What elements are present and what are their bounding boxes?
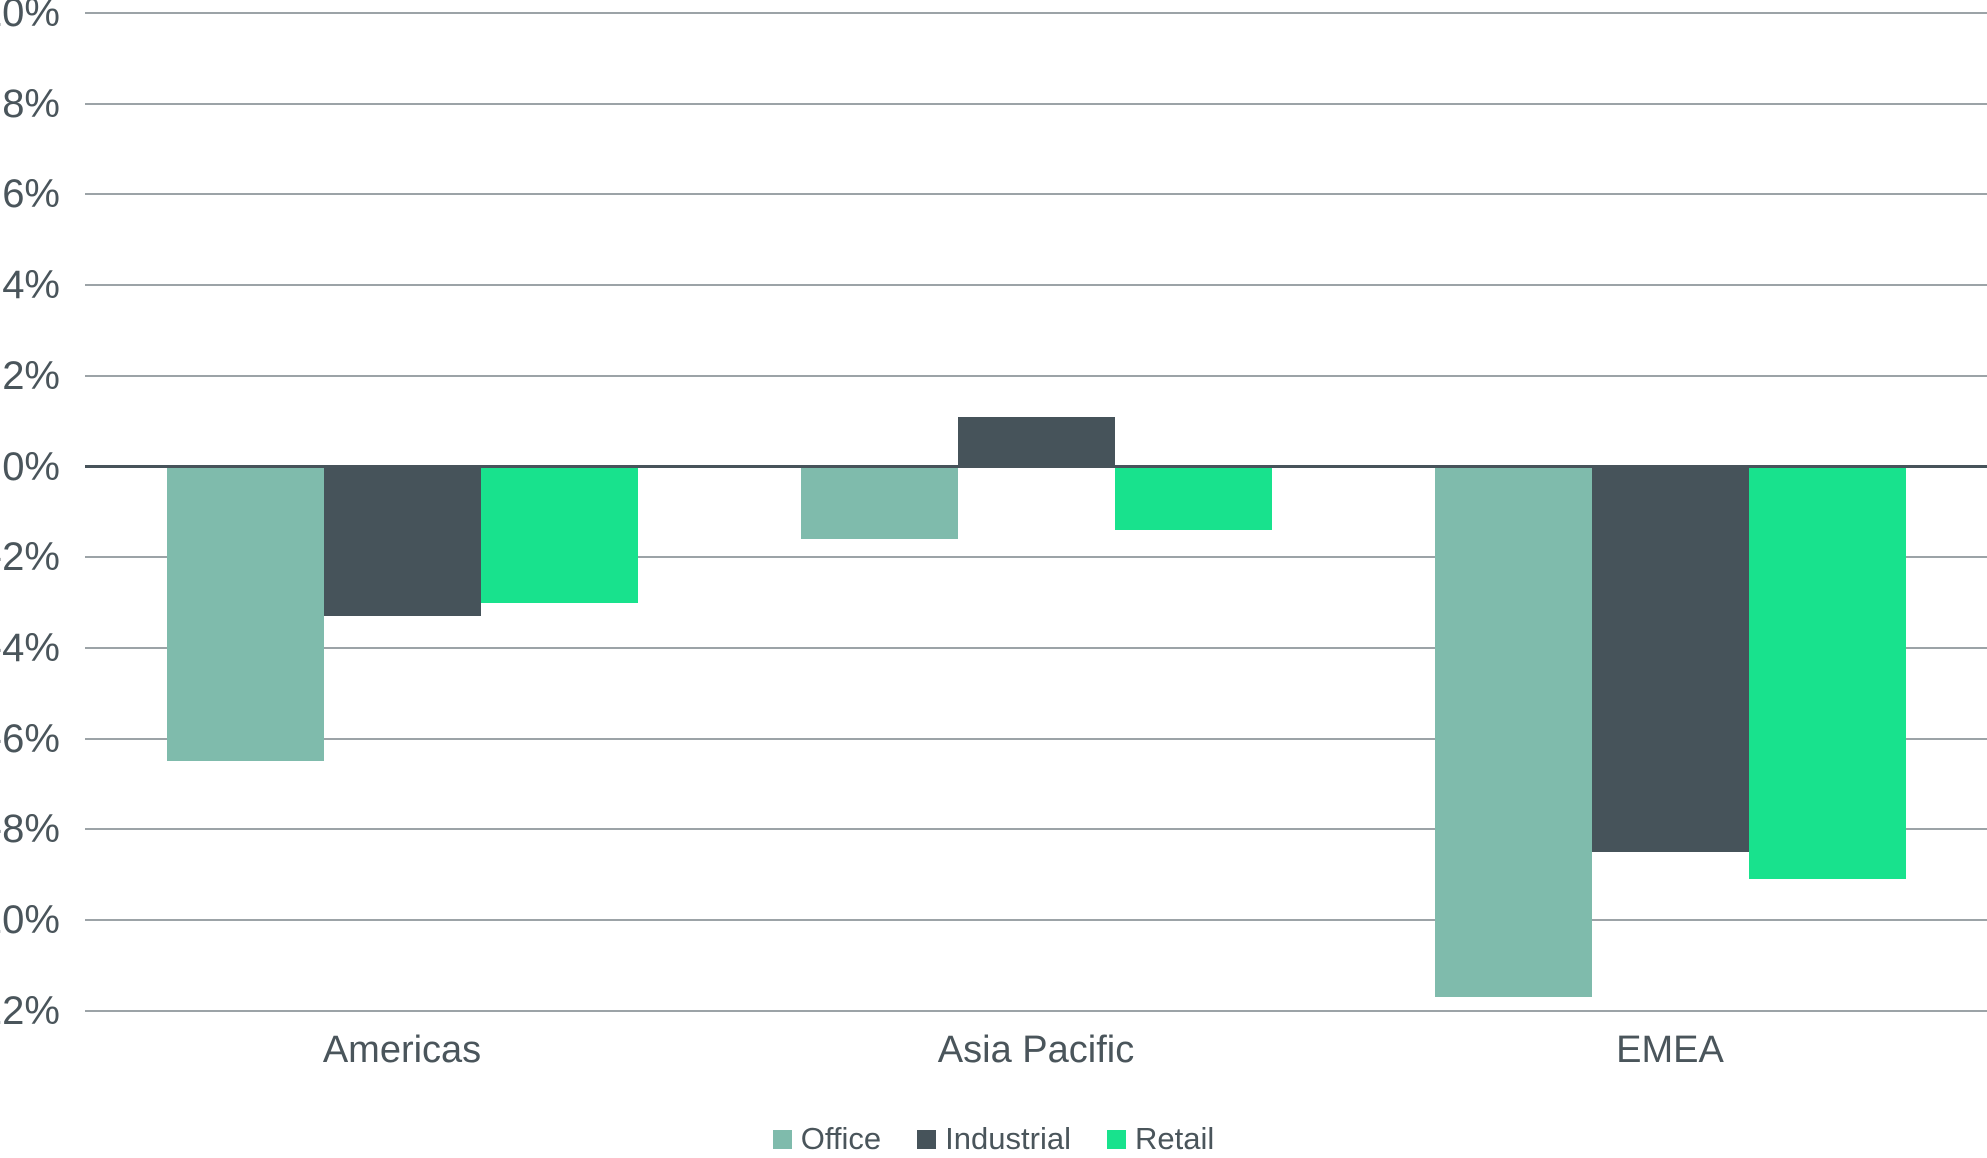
y-axis-tick-label: -4% <box>0 625 60 670</box>
y-axis-tick-label: -10% <box>0 898 60 942</box>
legend-item-office[interactable]: Office <box>772 1120 882 1158</box>
gridline <box>85 646 1987 649</box>
x-axis-category-label: EMEA <box>1616 1029 1724 1071</box>
gridline <box>85 1009 1987 1012</box>
y-axis-tick-label: 8% <box>2 81 60 126</box>
y-axis-tick-label: -12% <box>0 988 60 1033</box>
legend-label: Office <box>800 1121 882 1156</box>
gridline <box>85 374 1987 377</box>
bar-industrial-1[interactable] <box>957 416 1115 467</box>
x-axis-category-label: Asia Pacific <box>937 1029 1135 1071</box>
chart-legend: Office Industrial Retail <box>0 1120 1987 1158</box>
y-axis-tick-label: 0% <box>2 444 60 489</box>
y-axis-tick-label: 4% <box>2 263 60 308</box>
gridline <box>85 828 1987 831</box>
y-axis-tick-label: 6% <box>2 172 60 217</box>
bar-retail-1[interactable] <box>1114 466 1272 530</box>
bar-industrial-2[interactable] <box>1591 466 1749 852</box>
y-axis-tick-label: -8% <box>0 807 60 852</box>
bar-retail-0[interactable] <box>480 466 638 603</box>
bar-office-2[interactable] <box>1434 466 1592 998</box>
bar-retail-2[interactable] <box>1748 466 1906 880</box>
legend-item-industrial[interactable]: Industrial <box>917 1120 1071 1158</box>
gridline <box>85 737 1987 740</box>
legend-item-retail[interactable]: Retail <box>1106 1120 1215 1158</box>
legend-label: Retail <box>1134 1121 1215 1156</box>
y-axis-tick-label: -2% <box>0 535 60 580</box>
bar-office-1[interactable] <box>800 466 958 540</box>
x-axis-category-label: Americas <box>322 1029 482 1071</box>
gridline <box>85 284 1987 287</box>
bar-industrial-0[interactable] <box>323 466 481 617</box>
bar-office-0[interactable] <box>166 466 324 762</box>
y-axis-tick-label: 10% <box>0 0 60 35</box>
gridline <box>85 556 1987 559</box>
y-axis-tick-label: -6% <box>0 716 60 761</box>
gridline <box>85 919 1987 921</box>
zero-axis-line <box>85 465 1987 468</box>
legend-swatch-office <box>772 1129 792 1149</box>
gridline <box>85 102 1987 105</box>
legend-label: Industrial <box>945 1121 1071 1156</box>
legend-swatch-industrial <box>917 1129 937 1149</box>
legend-swatch-retail <box>1106 1129 1126 1149</box>
y-axis-tick-label: 2% <box>2 353 60 398</box>
gridline <box>85 12 1987 14</box>
gridline <box>85 193 1987 196</box>
